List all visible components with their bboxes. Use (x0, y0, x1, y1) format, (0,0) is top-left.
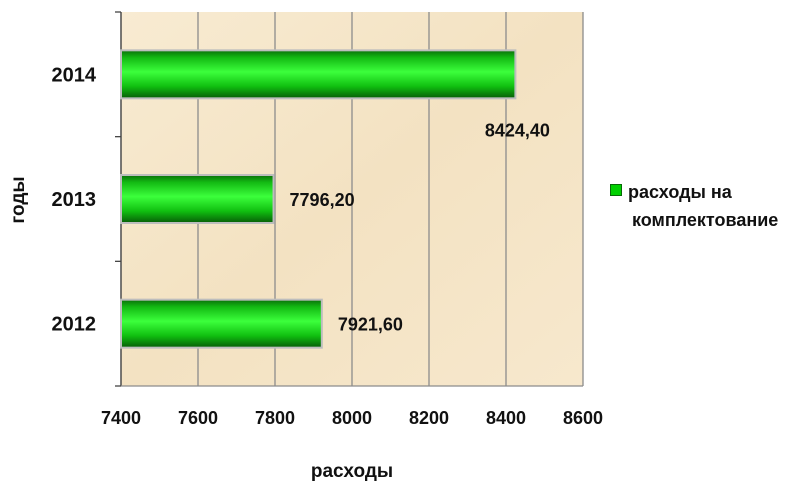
x-axis-title: расходы (311, 461, 393, 482)
legend-swatch-icon (610, 184, 622, 196)
bar (120, 298, 323, 349)
bar (120, 49, 517, 100)
legend-label-line1: расходы на (628, 182, 732, 202)
y-tick-label: 2012 (52, 314, 97, 336)
x-tick-label: 8200 (409, 408, 449, 428)
data-label: 7796,20 (290, 190, 355, 210)
data-label: 8424,40 (485, 120, 550, 140)
y-tick-label: 2013 (52, 189, 97, 211)
x-tick-label: 8400 (486, 408, 526, 428)
x-tick-label: 7400 (101, 408, 141, 428)
y-axis-title: годы (8, 176, 29, 223)
legend-label-line2: комплектование (632, 210, 779, 230)
y-tick-label: 2014 (52, 64, 97, 86)
legend: расходы на комплектование (610, 178, 800, 234)
x-tick-label: 7600 (178, 408, 218, 428)
x-tick-label: 8000 (332, 408, 372, 428)
legend-entry: расходы на (610, 178, 800, 206)
x-tick-label: 7800 (255, 408, 295, 428)
data-label: 7921,60 (338, 315, 403, 335)
bar (120, 174, 275, 224)
x-tick-label: 8600 (563, 408, 603, 428)
